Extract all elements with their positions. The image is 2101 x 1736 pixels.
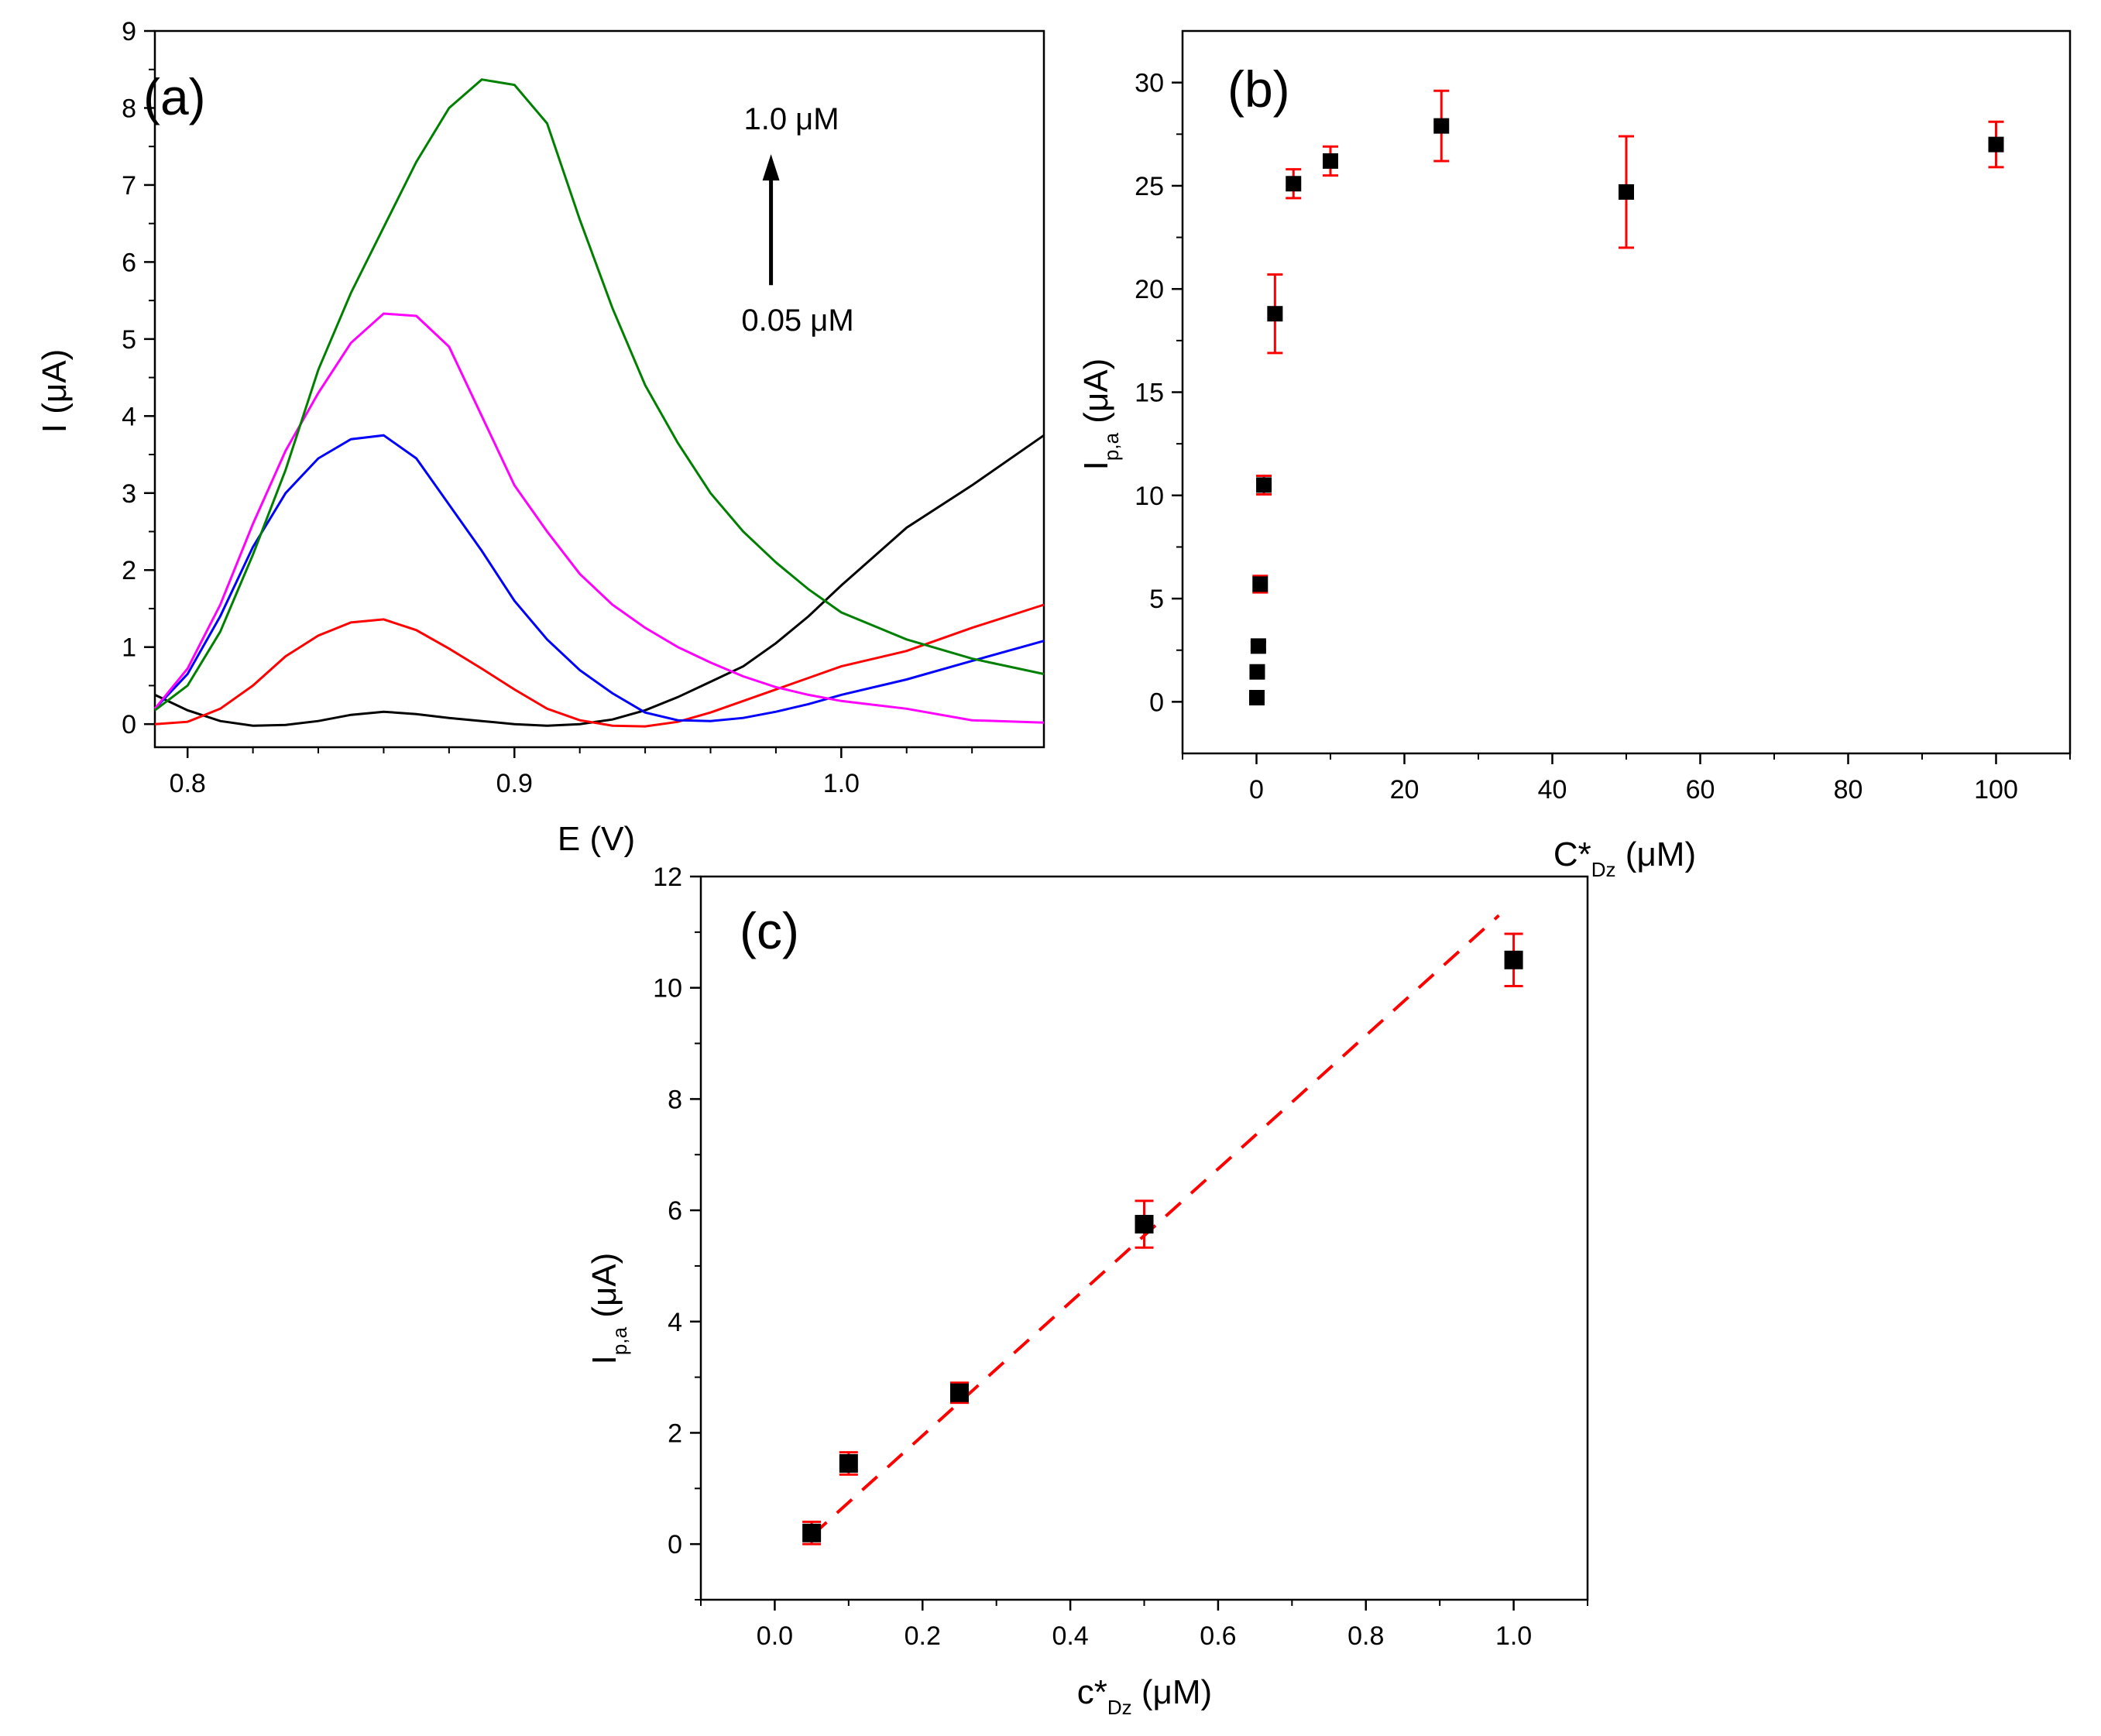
panel-b-x-tick-label: 100 bbox=[1974, 775, 2018, 805]
panel-b-x-tick-label: 40 bbox=[1538, 775, 1567, 805]
panel-c-y-tick-label: 4 bbox=[668, 1308, 682, 1337]
panel-b-data-point bbox=[1249, 664, 1265, 680]
panel-c-y-tick-label: 10 bbox=[653, 974, 682, 1004]
panel-b-axes: 0 20 40 60 80 100 0 5 10 15 20 25 30 bbox=[1135, 69, 2071, 805]
panel-b-data-points bbox=[1248, 89, 2004, 706]
panel-c-label: (c) bbox=[740, 902, 799, 959]
panel-a-y-tick-label: 8 bbox=[122, 94, 136, 123]
panel-b-y-tick-label: 20 bbox=[1135, 275, 1164, 304]
panel-b-y-tick-label: 0 bbox=[1149, 688, 1164, 717]
panel-b-data-point bbox=[1256, 477, 1272, 493]
panel-b-x-axis-label-unit: (μM) bbox=[1616, 835, 1697, 873]
panel-c-y-tick-label: 0 bbox=[668, 1530, 682, 1559]
panel-a-y-tick-label: 6 bbox=[122, 248, 136, 277]
panel-c-x-axis-label: c*Dz (μM) bbox=[1077, 1673, 1212, 1719]
panel-a-y-tick-label: 9 bbox=[122, 17, 136, 46]
panel-c-y-tick-label: 8 bbox=[668, 1085, 682, 1114]
panel-a-annotation-bottom: 0.05 μM bbox=[741, 304, 853, 338]
panel-b-y-axis-label-unit: (μA) bbox=[1077, 359, 1115, 433]
panel-a-series-line-2 bbox=[153, 434, 1045, 722]
panel-c-y-axis-label: Ip,a (μA) bbox=[585, 1253, 631, 1365]
panel-a-line-chart: 0.8 0.9 1.0 0 1 2 3 4 5 6 7 8 9 (a) E (V) I (μA) 1.0… bbox=[36, 17, 1045, 858]
panel-a-series-line-3 bbox=[153, 312, 1045, 724]
panel-b-x-tick-label: 20 bbox=[1390, 775, 1420, 805]
panel-c-y-tick-label: 6 bbox=[668, 1196, 682, 1226]
panel-c-axes: 0.0 0.2 0.4 0.6 0.8 1.0 0 2 4 6 8 10 12 bbox=[653, 863, 1588, 1651]
panel-c-y-tick-label: 2 bbox=[668, 1419, 682, 1448]
panel-a-series-line-1 bbox=[154, 603, 1045, 728]
panel-a-label: (a) bbox=[143, 68, 206, 125]
panel-c-x-tick-label: 1.0 bbox=[1495, 1621, 1532, 1651]
panel-b-data-point bbox=[1323, 153, 1338, 169]
panel-b-label: (b) bbox=[1227, 60, 1290, 118]
panel-a-annotation-arrow bbox=[762, 154, 780, 286]
panel-b-y-tick-label: 15 bbox=[1135, 379, 1164, 408]
panel-b-data-point bbox=[1433, 118, 1450, 134]
panel-a-y-axis-label: I (μA) bbox=[36, 349, 74, 433]
panel-c-fit-line bbox=[810, 914, 1500, 1537]
panel-b-data-point bbox=[1286, 176, 1302, 192]
panel-b-data-point bbox=[1619, 184, 1634, 200]
panel-a-series-line-0 bbox=[154, 434, 1045, 727]
panel-c-y-tick-label: 12 bbox=[653, 863, 682, 892]
panel-b-x-tick-label: 60 bbox=[1686, 775, 1715, 805]
panel-b-y-tick-label: 25 bbox=[1135, 172, 1164, 201]
panel-b-x-tick-label: 80 bbox=[1834, 775, 1863, 805]
panel-b-x-axis-label: C*Dz (μM) bbox=[1553, 835, 1696, 881]
panel-a-y-tick-label: 3 bbox=[122, 479, 136, 509]
panel-c-x-tick-label: 0.8 bbox=[1347, 1621, 1384, 1651]
panel-c-x-tick-label: 0.4 bbox=[1052, 1621, 1088, 1651]
panel-c-x-axis-label-main: c* bbox=[1077, 1673, 1107, 1711]
panel-b-data-point bbox=[1988, 136, 2004, 153]
panel-c-x-axis-label-sub: Dz bbox=[1107, 1696, 1132, 1719]
panel-a-annotation-top: 1.0 μM bbox=[743, 102, 839, 136]
panel-c-data-point bbox=[949, 1383, 969, 1402]
panel-c-fit-line-segment bbox=[810, 914, 1500, 1537]
panel-a-y-tick-label: 2 bbox=[122, 556, 136, 585]
panel-b-data-point bbox=[1248, 690, 1265, 706]
panel-a-arrow-head bbox=[762, 154, 780, 181]
panel-c-x-tick-label: 0.2 bbox=[905, 1621, 941, 1651]
panel-a-x-tick-label: 0.9 bbox=[496, 769, 533, 798]
panel-a-y-tick-label: 7 bbox=[122, 171, 136, 201]
panel-c-data-point bbox=[1504, 950, 1523, 969]
panel-c-data-point bbox=[1135, 1215, 1154, 1234]
panel-b-data-point bbox=[1252, 576, 1268, 592]
panel-b-data-point bbox=[1267, 306, 1283, 322]
panel-b-y-axis-label-main: I bbox=[1077, 461, 1115, 470]
panel-c-x-axis-label-unit: (μM) bbox=[1132, 1673, 1213, 1711]
panel-b-y-tick-label: 30 bbox=[1135, 69, 1164, 98]
panel-c-x-tick-label: 0.6 bbox=[1200, 1621, 1236, 1651]
panel-a-series-line-4 bbox=[154, 78, 1045, 712]
panel-c-scatter-chart: 0.0 0.2 0.4 0.6 0.8 1.0 0 2 4 6 8 10 12 (c) c*Dz (μM… bbox=[585, 863, 1589, 1719]
panel-a-x-tick-label: 0.8 bbox=[170, 769, 206, 798]
panel-a-axes: 0.8 0.9 1.0 0 1 2 3 4 5 6 7 8 9 bbox=[122, 17, 973, 798]
panel-b-y-axis-label: Ip,a (μA) bbox=[1077, 359, 1123, 471]
panel-a-frame bbox=[153, 29, 1045, 749]
panel-c-data-point bbox=[839, 1453, 858, 1473]
panel-c-data-point bbox=[802, 1523, 822, 1542]
panel-b-x-tick-label: 0 bbox=[1249, 775, 1264, 805]
panel-a-y-tick-label: 0 bbox=[122, 710, 136, 739]
panel-b-scatter-chart: 0 20 40 60 80 100 0 5 10 15 20 25 30 (b) C*Dz (μM) I… bbox=[1077, 29, 2072, 881]
panel-c-y-axis-label-sub: p,a bbox=[608, 1326, 631, 1355]
panel-a-x-tick-label: 1.0 bbox=[823, 769, 860, 798]
panel-b-x-axis-label-sub: Dz bbox=[1591, 858, 1616, 881]
panel-a-series-lines bbox=[153, 78, 1045, 728]
panel-b-x-axis-label-main: C* bbox=[1553, 835, 1591, 873]
panel-c-data-points bbox=[802, 932, 1523, 1546]
panel-b-y-axis-label-sub: p,a bbox=[1100, 432, 1123, 461]
panel-c-y-axis-label-main: I bbox=[585, 1355, 623, 1364]
panel-a-x-axis-label: E (V) bbox=[558, 820, 635, 858]
panel-a-y-tick-label: 5 bbox=[122, 325, 136, 355]
panel-b-data-point bbox=[1250, 638, 1266, 654]
panel-b-y-tick-label: 10 bbox=[1135, 482, 1164, 511]
panel-b-y-tick-label: 5 bbox=[1149, 585, 1164, 614]
panel-c-x-tick-label: 0.0 bbox=[757, 1621, 793, 1651]
panel-a-y-tick-label: 1 bbox=[122, 633, 136, 663]
panel-c-y-axis-label-unit: (μA) bbox=[585, 1253, 623, 1327]
panel-a-y-tick-label: 4 bbox=[122, 402, 136, 431]
